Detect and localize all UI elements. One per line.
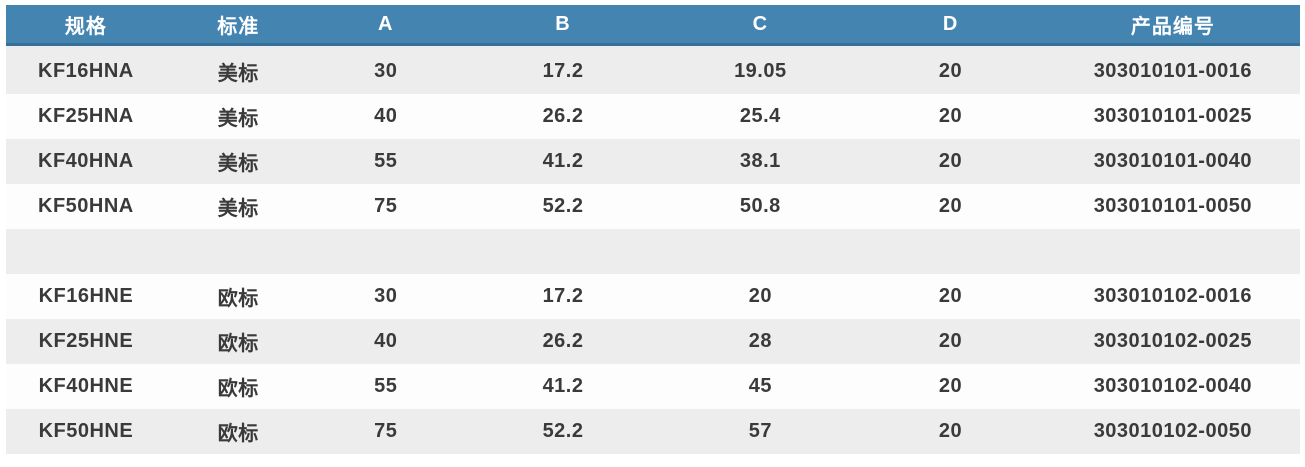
cell-spec: KF16HNE <box>6 274 166 319</box>
cell-c: 28 <box>665 319 856 364</box>
cell-b: 41.2 <box>460 139 666 184</box>
header-row: 规格 标准 A B C D 产品编号 <box>6 5 1300 46</box>
cell-standard <box>165 229 311 274</box>
cell-spec: KF50HNE <box>6 409 166 454</box>
column-header-b: B <box>460 5 666 46</box>
cell-d: 20 <box>855 364 1046 409</box>
cell-c: 19.05 <box>665 49 856 94</box>
cell-part-no: 303010101-0050 <box>1045 184 1300 229</box>
cell-c: 20 <box>665 274 856 319</box>
table-row: KF16HNE 欧标 30 17.2 20 20 303010102-0016 <box>6 274 1300 319</box>
cell-spec: KF25HNA <box>6 94 166 139</box>
cell-a: 30 <box>310 49 461 94</box>
cell-a: 55 <box>310 139 461 184</box>
table-row-spacer <box>6 229 1300 274</box>
table-row: KF16HNA 美标 30 17.2 19.05 20 303010101-00… <box>6 49 1300 94</box>
cell-d: 20 <box>855 94 1046 139</box>
cell-a: 75 <box>310 184 461 229</box>
cell-a: 55 <box>310 364 461 409</box>
cell-b: 41.2 <box>460 364 666 409</box>
cell-part-no: 303010102-0025 <box>1045 319 1300 364</box>
cell-b: 26.2 <box>460 319 666 364</box>
cell-c: 57 <box>665 409 856 454</box>
cell-spec: KF40HNE <box>6 364 166 409</box>
cell-standard: 美标 <box>165 49 311 94</box>
column-header-a: A <box>310 5 461 46</box>
cell-c <box>665 229 856 274</box>
column-header-part-no: 产品编号 <box>1045 5 1300 46</box>
cell-a <box>310 229 461 274</box>
cell-spec: KF25HNE <box>6 319 166 364</box>
cell-d: 20 <box>855 49 1046 94</box>
cell-c: 45 <box>665 364 856 409</box>
cell-b: 52.2 <box>460 409 666 454</box>
header-divider <box>6 44 1300 49</box>
cell-d: 20 <box>855 184 1046 229</box>
cell-spec: KF50HNA <box>6 184 166 229</box>
cell-a: 30 <box>310 274 461 319</box>
table-row: KF40HNA 美标 55 41.2 38.1 20 303010101-004… <box>6 139 1300 184</box>
cell-b: 26.2 <box>460 94 666 139</box>
cell-spec: KF40HNA <box>6 139 166 184</box>
cell-a: 40 <box>310 319 461 364</box>
cell-c: 25.4 <box>665 94 856 139</box>
column-header-spec: 规格 <box>6 5 166 46</box>
cell-standard: 欧标 <box>165 274 311 319</box>
cell-standard: 美标 <box>165 139 311 184</box>
cell-part-no: 303010101-0040 <box>1045 139 1300 184</box>
cell-b: 52.2 <box>460 184 666 229</box>
cell-part-no: 303010102-0050 <box>1045 409 1300 454</box>
table-row: KF50HNE 欧标 75 52.2 57 20 303010102-0050 <box>6 409 1300 454</box>
cell-part-no: 303010101-0016 <box>1045 49 1300 94</box>
cell-a: 75 <box>310 409 461 454</box>
cell-standard: 欧标 <box>165 409 311 454</box>
table-row: KF25HNA 美标 40 26.2 25.4 20 303010101-002… <box>6 94 1300 139</box>
cell-c: 50.8 <box>665 184 856 229</box>
cell-part-no: 303010102-0040 <box>1045 364 1300 409</box>
cell-spec: KF16HNA <box>6 49 166 94</box>
cell-part-no: 303010102-0016 <box>1045 274 1300 319</box>
cell-d: 20 <box>855 139 1046 184</box>
cell-d: 20 <box>855 409 1046 454</box>
product-spec-table: 规格 标准 A B C D 产品编号 KF16HNA 美标 30 17.2 19… <box>6 5 1300 454</box>
cell-spec <box>6 229 166 274</box>
cell-c: 38.1 <box>665 139 856 184</box>
cell-part-no: 303010101-0025 <box>1045 94 1300 139</box>
cell-d: 20 <box>855 274 1046 319</box>
cell-standard: 欧标 <box>165 319 311 364</box>
cell-b <box>460 229 666 274</box>
column-header-standard: 标准 <box>165 5 311 46</box>
cell-part-no <box>1045 229 1300 274</box>
table-row: KF25HNE 欧标 40 26.2 28 20 303010102-0025 <box>6 319 1300 364</box>
cell-b: 17.2 <box>460 49 666 94</box>
cell-standard: 欧标 <box>165 364 311 409</box>
cell-b: 17.2 <box>460 274 666 319</box>
column-header-c: C <box>665 5 856 46</box>
table-row: KF40HNE 欧标 55 41.2 45 20 303010102-0040 <box>6 364 1300 409</box>
table-row: KF50HNA 美标 75 52.2 50.8 20 303010101-005… <box>6 184 1300 229</box>
cell-standard: 美标 <box>165 94 311 139</box>
column-header-d: D <box>855 5 1046 46</box>
cell-d <box>855 229 1046 274</box>
cell-a: 40 <box>310 94 461 139</box>
cell-d: 20 <box>855 319 1046 364</box>
cell-standard: 美标 <box>165 184 311 229</box>
